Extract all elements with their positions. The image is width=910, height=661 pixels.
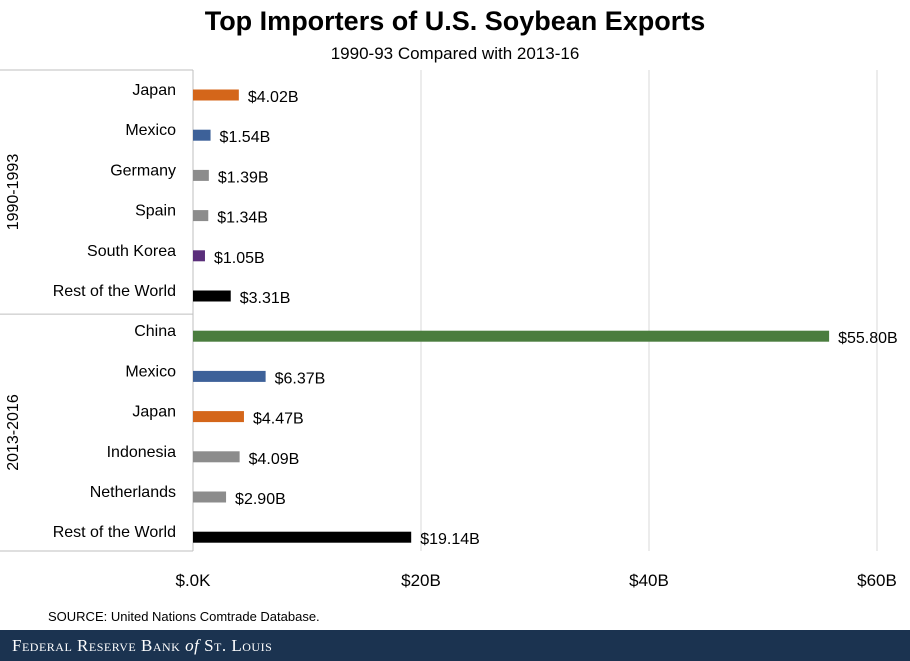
data-label: $19.14B — [420, 531, 480, 548]
category-label: Rest of the World — [53, 524, 176, 541]
bar — [193, 451, 240, 463]
bar-chart: 1990-1993 Japan $4.02B Mexico $1.54B Germany $… — [0, 69, 898, 590]
chart-title: Top Importers of U.S. Soybean Exports — [204, 6, 706, 36]
category-label: Germany — [110, 162, 176, 179]
data-label: $1.05B — [214, 250, 265, 267]
x-tick-label: $60B — [857, 571, 897, 590]
bar — [193, 250, 205, 262]
data-label: $4.02B — [248, 89, 299, 106]
source-note: SOURCE: United Nations Comtrade Database… — [48, 609, 320, 624]
footer-logo-text: Federal Reserve Bank of St. Louis — [12, 636, 272, 656]
data-label: $1.54B — [220, 129, 271, 146]
x-tick-label: $40B — [629, 571, 669, 590]
data-label: $4.47B — [253, 411, 304, 428]
x-tick-label: $20B — [401, 571, 441, 590]
chart-subtitle: 1990-93 Compared with 2013-16 — [330, 44, 580, 63]
data-label: $4.09B — [249, 451, 300, 468]
data-label: $1.34B — [217, 210, 268, 227]
group-label: 2013-2016 — [5, 394, 22, 471]
bar — [193, 290, 231, 302]
bar — [193, 531, 412, 543]
bar — [193, 169, 209, 181]
category-label: Mexico — [125, 363, 176, 380]
category-label: Japan — [132, 82, 176, 99]
data-label: $2.90B — [235, 491, 286, 508]
data-label: $6.37B — [275, 370, 326, 387]
x-tick-label: $.0K — [176, 571, 212, 590]
category-label: Rest of the World — [53, 283, 176, 300]
bar — [193, 411, 244, 423]
bar — [193, 89, 239, 101]
bar — [193, 210, 209, 222]
data-label: $1.39B — [218, 169, 269, 186]
bar — [193, 330, 830, 342]
group-label: 1990-1993 — [5, 154, 22, 231]
bar — [193, 491, 227, 503]
data-label: $55.80B — [838, 330, 898, 347]
category-label: Netherlands — [90, 484, 176, 501]
data-label: $3.31B — [240, 290, 291, 307]
category-label: South Korea — [87, 243, 176, 260]
category-label: Spain — [135, 203, 176, 220]
bar — [193, 129, 211, 141]
footer-bar: Federal Reserve Bank of St. Louis — [0, 630, 910, 661]
bar — [193, 370, 266, 382]
footer-text-part2: St. Louis — [199, 636, 273, 655]
category-label: Indonesia — [107, 444, 176, 461]
category-label: China — [134, 323, 176, 340]
footer-text-part1: Federal Reserve Bank — [12, 636, 186, 655]
category-label: Mexico — [125, 122, 176, 139]
category-label: Japan — [132, 404, 176, 421]
footer-text-of: of — [185, 636, 200, 655]
